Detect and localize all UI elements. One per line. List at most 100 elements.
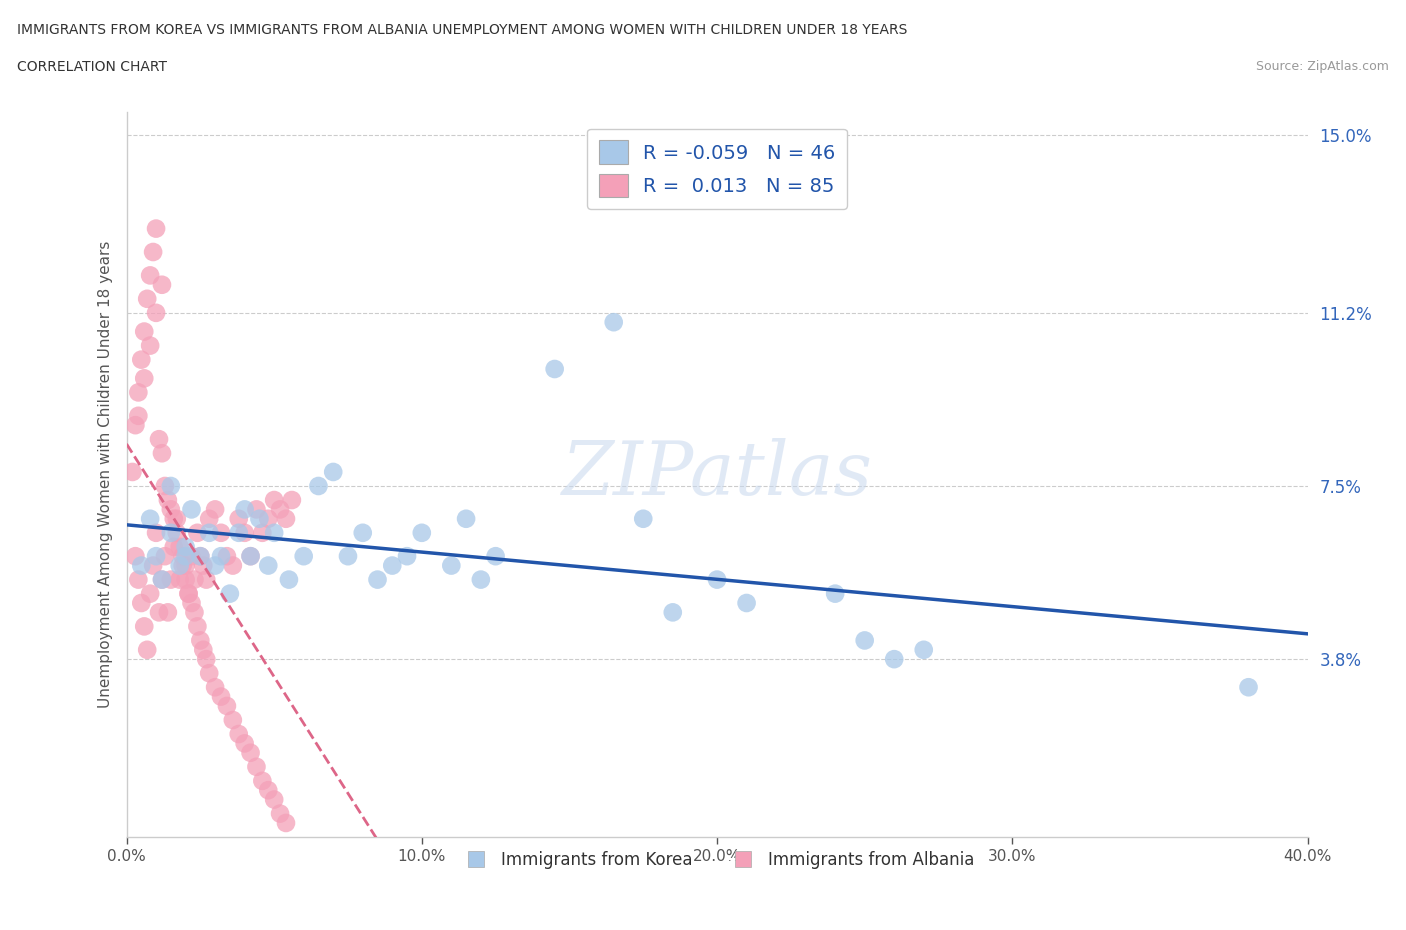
Immigrants from Albania	[209, 689, 232, 704]
Immigrants from Korea	[145, 549, 167, 564]
Immigrants from Korea	[233, 502, 256, 517]
Immigrants from Albania	[183, 604, 205, 619]
Immigrants from Albania	[136, 643, 159, 658]
Immigrants from Albania	[127, 408, 149, 423]
Immigrants from Albania	[150, 277, 173, 292]
Immigrants from Albania	[148, 604, 170, 619]
Immigrants from Albania	[169, 572, 191, 587]
Immigrants from Albania	[263, 493, 285, 508]
Immigrants from Albania	[281, 493, 304, 508]
Immigrants from Korea	[912, 643, 935, 658]
Immigrants from Korea	[337, 549, 360, 564]
Immigrants from Korea	[209, 549, 232, 564]
Immigrants from Albania	[153, 549, 176, 564]
Immigrants from Korea	[735, 595, 758, 610]
Immigrants from Albania	[209, 525, 232, 540]
Immigrants from Korea	[188, 549, 212, 564]
Immigrants from Albania	[136, 291, 159, 306]
Immigrants from Albania	[177, 586, 200, 601]
Immigrants from Korea	[484, 549, 508, 564]
Immigrants from Korea	[381, 558, 404, 573]
Immigrants from Albania	[204, 502, 226, 517]
Immigrants from Korea	[263, 525, 285, 540]
Text: CORRELATION CHART: CORRELATION CHART	[17, 60, 167, 74]
Immigrants from Albania	[245, 760, 267, 775]
Immigrants from Albania	[180, 549, 202, 564]
Immigrants from Albania	[145, 525, 167, 540]
Immigrants from Korea	[706, 572, 728, 587]
Immigrants from Albania	[160, 502, 183, 517]
Immigrants from Albania	[239, 745, 262, 760]
Immigrants from Albania	[222, 558, 245, 573]
Immigrants from Albania	[252, 774, 274, 789]
Immigrants from Korea	[322, 464, 344, 479]
Immigrants from Albania	[269, 502, 291, 517]
Immigrants from Korea	[219, 586, 242, 601]
Immigrants from Albania	[139, 586, 162, 601]
Immigrants from Albania	[142, 558, 165, 573]
Immigrants from Albania	[174, 558, 197, 573]
Text: ZIPatlas: ZIPatlas	[561, 438, 873, 511]
Y-axis label: Unemployment Among Women with Children Under 18 years: Unemployment Among Women with Children U…	[97, 241, 112, 708]
Immigrants from Albania	[156, 493, 179, 508]
Legend: Immigrants from Korea, Immigrants from Albania: Immigrants from Korea, Immigrants from A…	[453, 844, 981, 876]
Immigrants from Albania	[257, 783, 280, 798]
Immigrants from Albania	[228, 512, 250, 526]
Text: Source: ZipAtlas.com: Source: ZipAtlas.com	[1256, 60, 1389, 73]
Immigrants from Albania	[148, 432, 170, 446]
Immigrants from Korea	[198, 525, 221, 540]
Immigrants from Korea	[150, 572, 173, 587]
Immigrants from Albania	[163, 539, 186, 554]
Immigrants from Korea	[180, 502, 202, 517]
Immigrants from Albania	[156, 604, 179, 619]
Immigrants from Korea	[662, 604, 685, 619]
Immigrants from Korea	[367, 572, 389, 587]
Immigrants from Korea	[883, 652, 905, 667]
Immigrants from Albania	[127, 572, 149, 587]
Immigrants from Albania	[274, 512, 297, 526]
Immigrants from Albania	[139, 268, 162, 283]
Immigrants from Albania	[172, 558, 194, 573]
Immigrants from Korea	[470, 572, 492, 587]
Immigrants from Korea	[633, 512, 655, 526]
Immigrants from Albania	[215, 698, 238, 713]
Immigrants from Korea	[239, 549, 262, 564]
Immigrants from Albania	[166, 525, 188, 540]
Immigrants from Korea	[824, 586, 846, 601]
Immigrants from Albania	[245, 502, 267, 517]
Immigrants from Albania	[195, 572, 218, 587]
Immigrants from Albania	[169, 539, 191, 554]
Immigrants from Korea	[204, 558, 226, 573]
Immigrants from Korea	[603, 314, 626, 329]
Immigrants from Albania	[134, 371, 156, 386]
Immigrants from Korea	[308, 479, 330, 494]
Immigrants from Albania	[188, 633, 212, 648]
Immigrants from Korea	[257, 558, 280, 573]
Immigrants from Albania	[215, 549, 238, 564]
Immigrants from Albania	[129, 352, 153, 367]
Immigrants from Korea	[169, 558, 191, 573]
Immigrants from Albania	[274, 816, 297, 830]
Immigrants from Albania	[166, 512, 188, 526]
Immigrants from Korea	[411, 525, 433, 540]
Immigrants from Korea	[1237, 680, 1260, 695]
Immigrants from Albania	[134, 619, 156, 634]
Immigrants from Albania	[193, 643, 215, 658]
Immigrants from Albania	[269, 806, 291, 821]
Immigrants from Korea	[228, 525, 250, 540]
Immigrants from Albania	[198, 666, 221, 681]
Immigrants from Albania	[129, 595, 153, 610]
Immigrants from Korea	[160, 525, 183, 540]
Immigrants from Albania	[139, 339, 162, 353]
Immigrants from Korea	[292, 549, 315, 564]
Immigrants from Korea	[352, 525, 374, 540]
Immigrants from Albania	[124, 418, 146, 432]
Immigrants from Albania	[180, 595, 202, 610]
Immigrants from Korea	[129, 558, 153, 573]
Immigrants from Korea	[396, 549, 419, 564]
Immigrants from Albania	[150, 572, 173, 587]
Immigrants from Korea	[174, 549, 197, 564]
Immigrants from Albania	[195, 652, 218, 667]
Immigrants from Albania	[160, 572, 183, 587]
Immigrants from Korea	[853, 633, 876, 648]
